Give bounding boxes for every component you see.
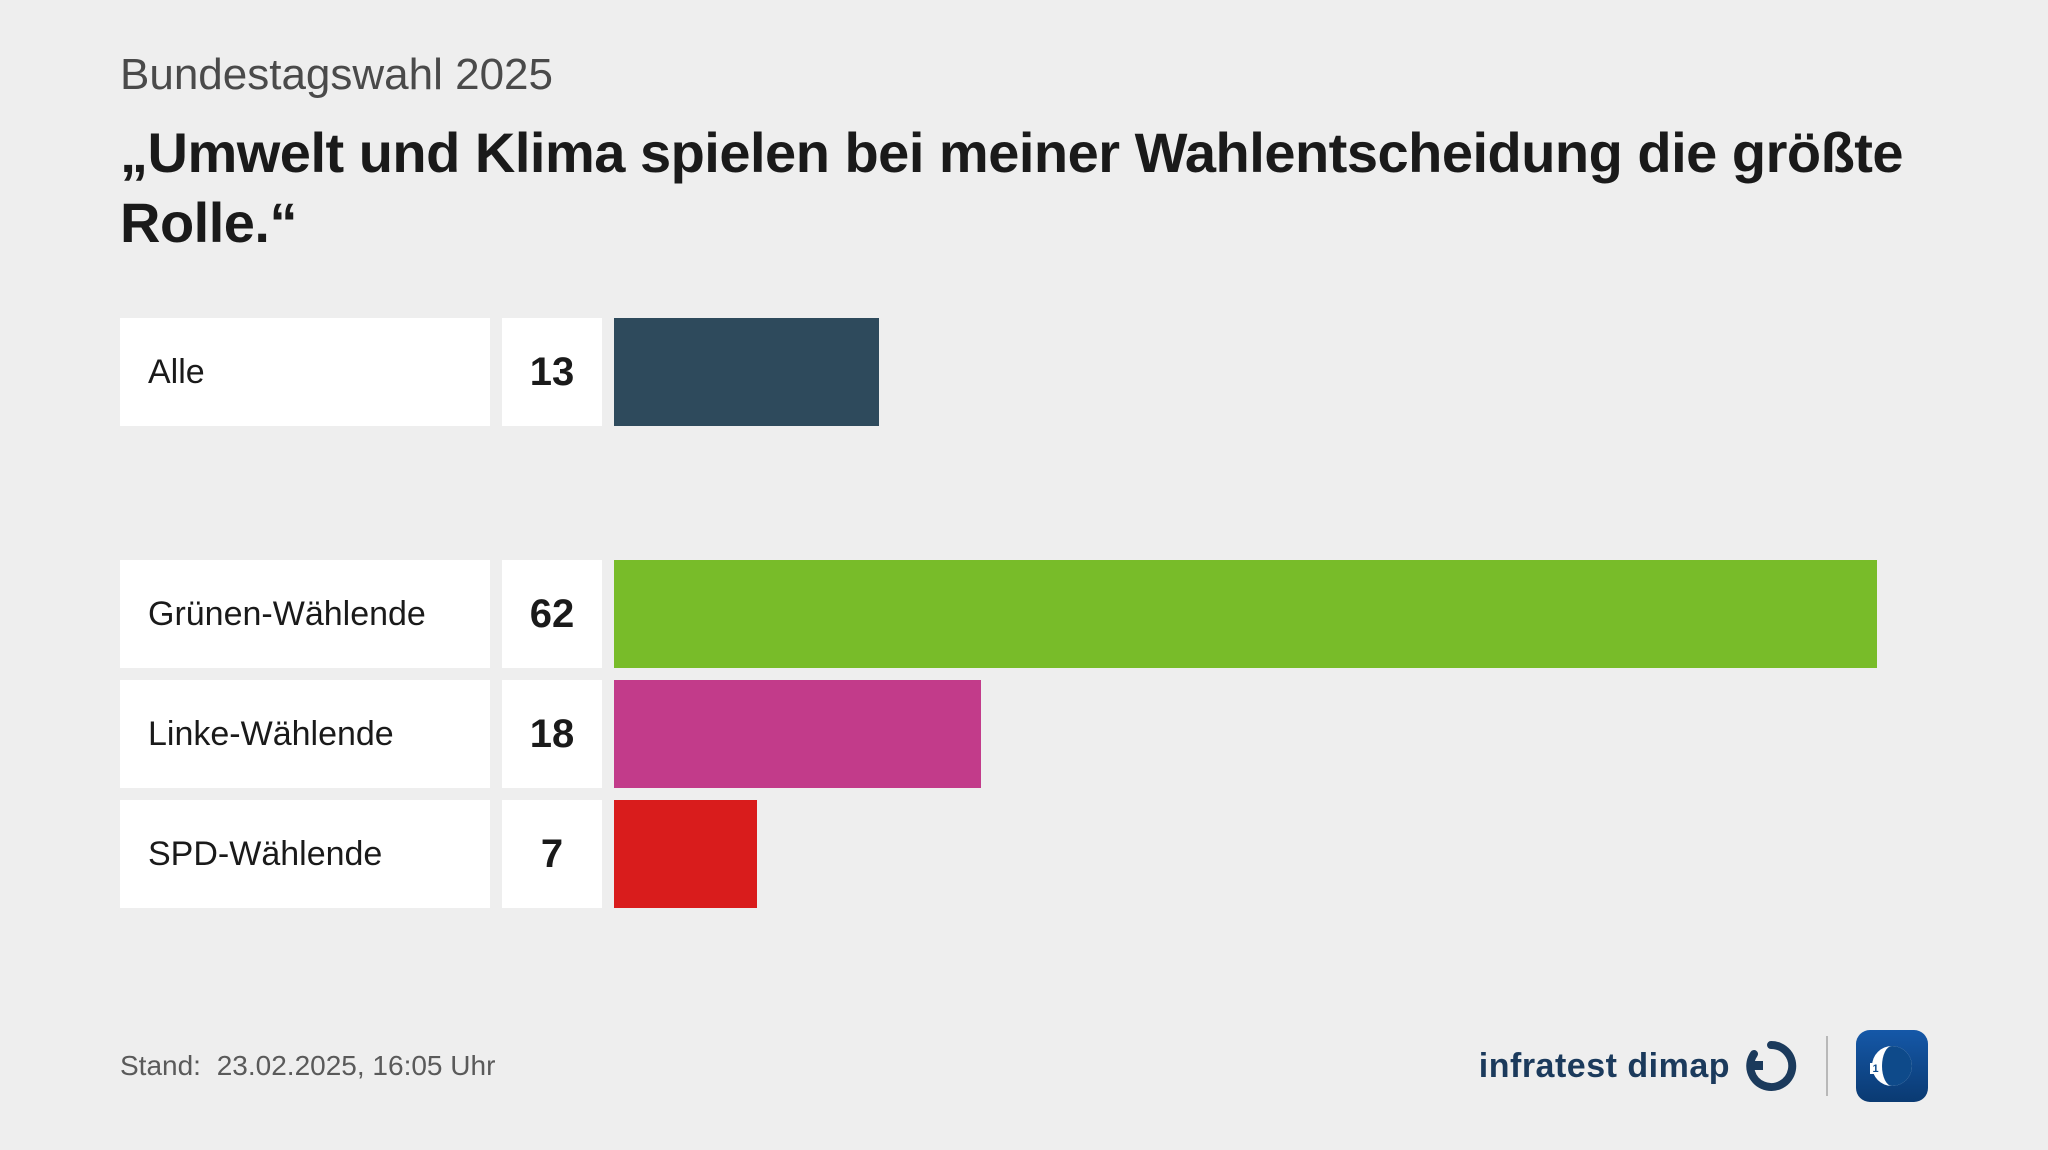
bar-label: Linke-Wählende — [120, 680, 490, 788]
bar-label: SPD-Wählende — [120, 800, 490, 908]
bar-value: 18 — [502, 680, 602, 788]
footer: Stand: 23.02.2025, 16:05 Uhr infratest d… — [120, 1030, 1928, 1102]
bar-value: 7 — [502, 800, 602, 908]
bar-value: 62 — [502, 560, 602, 668]
bar-row: SPD-Wählende7 — [120, 800, 1928, 908]
bar-track — [614, 800, 1928, 908]
bar-row: Linke-Wählende18 — [120, 680, 1928, 788]
svg-text:1: 1 — [1872, 1063, 1878, 1075]
infratest-icon — [1744, 1039, 1798, 1093]
bar-row: Alle13 — [120, 318, 1928, 426]
logos: infratest dimap 1 — [1479, 1030, 1928, 1102]
timestamp-label: Stand: — [120, 1050, 201, 1081]
timestamp: Stand: 23.02.2025, 16:05 Uhr — [120, 1050, 495, 1082]
bar-track — [614, 680, 1928, 788]
bar-track — [614, 318, 1928, 426]
timestamp-value: 23.02.2025, 16:05 Uhr — [217, 1050, 496, 1081]
logo-divider — [1826, 1036, 1828, 1096]
bar-fill — [614, 560, 1877, 668]
bar-fill — [614, 800, 757, 908]
ard-logo: 1 — [1856, 1030, 1928, 1102]
ard-globe-icon: 1 — [1867, 1041, 1917, 1091]
infratest-logo: infratest dimap — [1479, 1039, 1798, 1093]
infratest-label: infratest dimap — [1479, 1047, 1730, 1086]
chart-canvas: Bundestagswahl 2025 „Umwelt und Klima sp… — [0, 0, 2048, 1150]
bar-label: Grünen-Wählende — [120, 560, 490, 668]
bar-label: Alle — [120, 318, 490, 426]
chart-title: „Umwelt und Klima spielen bei meiner Wah… — [120, 118, 1928, 258]
subtitle: Bundestagswahl 2025 — [120, 50, 1928, 100]
bar-fill — [614, 680, 981, 788]
bar-value: 13 — [502, 318, 602, 426]
bar-groups: Alle13Grünen-Wählende62Linke-Wählende18S… — [120, 318, 1928, 908]
bar-row: Grünen-Wählende62 — [120, 560, 1928, 668]
bar-track — [614, 560, 1928, 668]
bar-fill — [614, 318, 879, 426]
